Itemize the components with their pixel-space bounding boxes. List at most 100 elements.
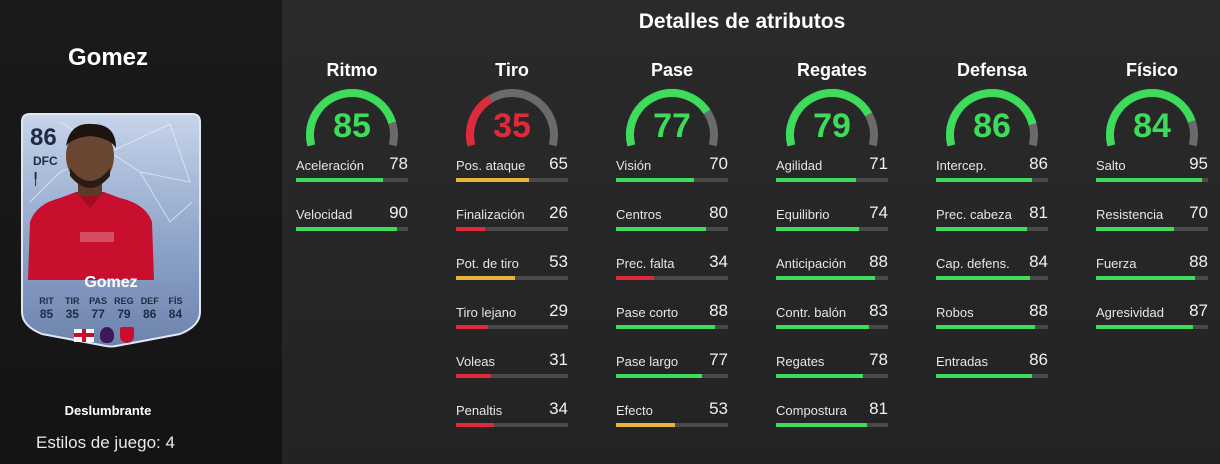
attribute-value: 78 <box>389 154 408 173</box>
category-value: 86 <box>973 107 1011 145</box>
attribute-row: Pot. de tiro 53 <box>456 248 568 297</box>
attribute-bar-fill <box>776 276 875 280</box>
category-title: Tiro <box>495 60 529 80</box>
attribute-row: Prec. cabeza 81 <box>936 199 1048 248</box>
attribute-row: Entradas 86 <box>936 346 1048 395</box>
attribute-value: 95 <box>1189 154 1208 173</box>
attribute-bar <box>1096 325 1208 329</box>
attribute-bar-fill <box>1096 227 1175 231</box>
attribute-row: Equilibrio 74 <box>776 199 888 248</box>
attribute-value: 81 <box>869 399 888 418</box>
attribute-row: Velocidad 90 <box>296 199 408 248</box>
card-stat: FÍS 84 <box>163 296 188 321</box>
attribute-bar <box>776 227 888 231</box>
attribute-bar-fill <box>616 227 706 231</box>
attribute-row: Penaltis 34 <box>456 395 568 444</box>
attribute-value: 29 <box>549 301 568 320</box>
attribute-bar <box>616 227 728 231</box>
attribute-row: Contr. balón 83 <box>776 297 888 346</box>
attribute-row: Voleas 31 <box>456 346 568 395</box>
attribute-bar-fill <box>776 227 859 231</box>
attribute-bar <box>456 423 568 427</box>
attribute-row: Compostura 81 <box>776 395 888 444</box>
attribute-row: Agilidad 71 <box>776 150 888 199</box>
attribute-bar <box>936 227 1048 231</box>
attribute-label: Regates <box>776 354 825 369</box>
attribute-row: Pase largo 77 <box>616 346 728 395</box>
attribute-bar-fill <box>456 227 486 231</box>
attribute-row: Aceleración 78 <box>296 150 408 199</box>
card-badges <box>74 327 134 343</box>
attribute-bar-fill <box>776 374 864 378</box>
card-stat-value: 79 <box>117 307 131 321</box>
attribute-value: 86 <box>1029 350 1048 369</box>
attribute-bar-fill <box>616 178 695 182</box>
attribute-value: 83 <box>869 301 888 320</box>
attribute-value: 65 <box>549 154 568 173</box>
attribute-bar <box>296 178 408 182</box>
card-stat-label: REG <box>114 296 134 306</box>
category-value: 77 <box>653 107 691 145</box>
attribute-label: Cap. defens. <box>936 256 1010 271</box>
attribute-label: Finalización <box>456 207 525 222</box>
card-stat-label: TIR <box>65 296 80 306</box>
league-logo-icon <box>100 327 114 343</box>
card-stat: PAS 77 <box>86 296 111 321</box>
attribute-column-3: Regates 79 Agilidad 71 Equilibrio 74 Anticipac… <box>776 60 888 444</box>
attribute-bar-fill <box>936 178 1033 182</box>
attribute-bar-fill <box>616 276 655 280</box>
card-stat: DEF 86 <box>137 296 162 321</box>
playstyles-count[interactable]: Estilos de juego: 4 <box>36 433 175 452</box>
attribute-label: Voleas <box>456 354 496 369</box>
boot-icon: ╿ <box>32 172 40 186</box>
attribute-bar <box>456 276 568 280</box>
attribute-bar <box>456 325 568 329</box>
gauge-arc <box>306 89 398 147</box>
attribute-bar-fill <box>616 325 715 329</box>
attribute-bar <box>776 423 888 427</box>
attribute-bar <box>1096 276 1208 280</box>
attributes-panel <box>282 0 1220 464</box>
attribute-row: Prec. falta 34 <box>616 248 728 297</box>
gauge-fill <box>1106 89 1196 147</box>
attribute-row: Salto 95 <box>1096 150 1208 199</box>
attribute-bar-fill <box>616 423 676 427</box>
attribute-bar-fill <box>456 374 491 378</box>
attribute-label: Tiro lejano <box>456 305 517 320</box>
attribute-row: Fuerza 88 <box>1096 248 1208 297</box>
player-card[interactable]: 86 DFC ╿ Gomez RIT 85 TIR 35 PAS 77 REG 79 D… <box>20 112 202 348</box>
attribute-label: Pot. de tiro <box>456 256 519 271</box>
attribute-label: Contr. balón <box>776 305 847 320</box>
attribute-value: 71 <box>869 154 888 173</box>
attribute-bar <box>456 178 568 182</box>
attribute-value: 78 <box>869 350 888 369</box>
gauge-arc <box>1106 89 1198 147</box>
attribute-label: Anticipación <box>776 256 847 271</box>
gauge-fill <box>626 89 711 147</box>
attribute-bar <box>616 423 728 427</box>
attribute-bar <box>296 227 408 231</box>
attribute-label: Pase corto <box>616 305 679 320</box>
attribute-value: 70 <box>1189 203 1208 222</box>
attribute-row: Centros 80 <box>616 199 728 248</box>
attribute-value: 70 <box>709 154 728 173</box>
attribute-label: Efecto <box>616 403 653 418</box>
attribute-value: 88 <box>1029 301 1048 320</box>
attribute-label: Agilidad <box>776 158 823 173</box>
attribute-bar-fill <box>296 227 397 231</box>
attribute-bar <box>776 374 888 378</box>
gauge-arc <box>626 89 718 147</box>
attribute-row: Robos 88 <box>936 297 1048 346</box>
attribute-bar <box>776 178 888 182</box>
attribute-row: Pos. ataque 65 <box>456 150 568 199</box>
attribute-value: 90 <box>389 203 408 222</box>
attribute-label: Robos <box>936 305 974 320</box>
card-stat-label: FÍS <box>168 296 183 306</box>
attribute-value: 84 <box>1029 252 1048 271</box>
attribute-bar <box>936 374 1048 378</box>
card-rating: 86 <box>30 124 57 151</box>
attribute-row: Finalización 26 <box>456 199 568 248</box>
attribute-label: Penaltis <box>456 403 503 418</box>
category-title: Regates <box>796 60 868 80</box>
england-flag-icon <box>74 328 94 342</box>
